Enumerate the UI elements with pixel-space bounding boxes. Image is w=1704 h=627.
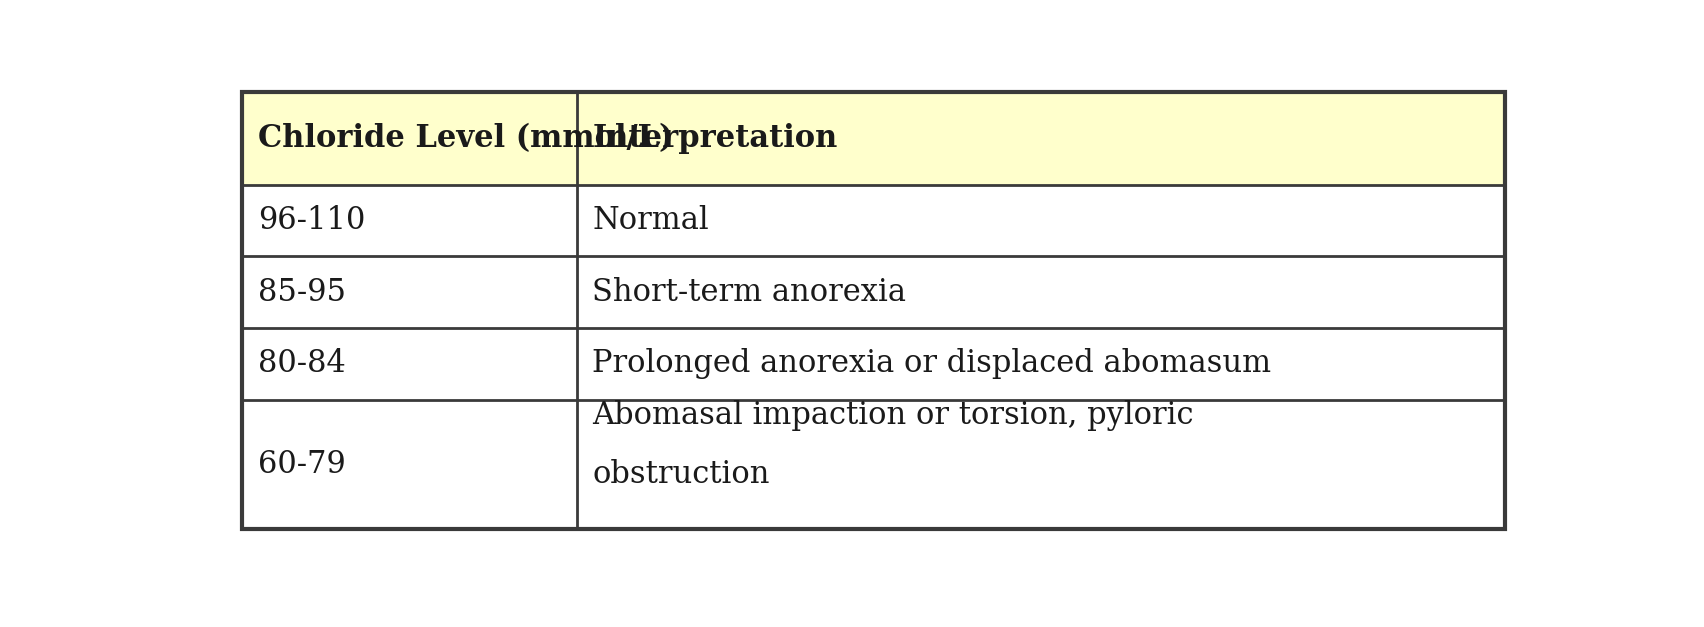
Text: Abomasal impaction or torsion, pyloric
obstruction: Abomasal impaction or torsion, pyloric o…: [593, 399, 1195, 490]
Bar: [242, 184, 576, 256]
Bar: [242, 256, 576, 328]
Bar: [242, 399, 576, 529]
Bar: [242, 328, 576, 399]
Bar: [576, 92, 1505, 184]
Text: Short-term anorexia: Short-term anorexia: [593, 277, 907, 308]
Text: Prolonged anorexia or displaced abomasum: Prolonged anorexia or displaced abomasum: [593, 348, 1271, 379]
Bar: [576, 256, 1505, 328]
Text: 60-79: 60-79: [257, 449, 346, 480]
Bar: [242, 92, 576, 184]
Text: 96-110: 96-110: [257, 205, 365, 236]
Text: Interpretation: Interpretation: [593, 123, 838, 154]
Bar: [576, 184, 1505, 256]
Bar: [576, 399, 1505, 529]
Text: Chloride Level (mmol/L): Chloride Level (mmol/L): [257, 123, 673, 154]
Text: 80-84: 80-84: [257, 348, 346, 379]
Bar: [576, 328, 1505, 399]
Text: 85-95: 85-95: [257, 277, 346, 308]
Text: Normal: Normal: [593, 205, 709, 236]
